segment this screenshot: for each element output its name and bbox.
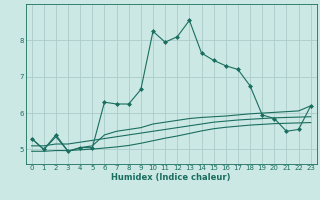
X-axis label: Humidex (Indice chaleur): Humidex (Indice chaleur) — [111, 173, 231, 182]
